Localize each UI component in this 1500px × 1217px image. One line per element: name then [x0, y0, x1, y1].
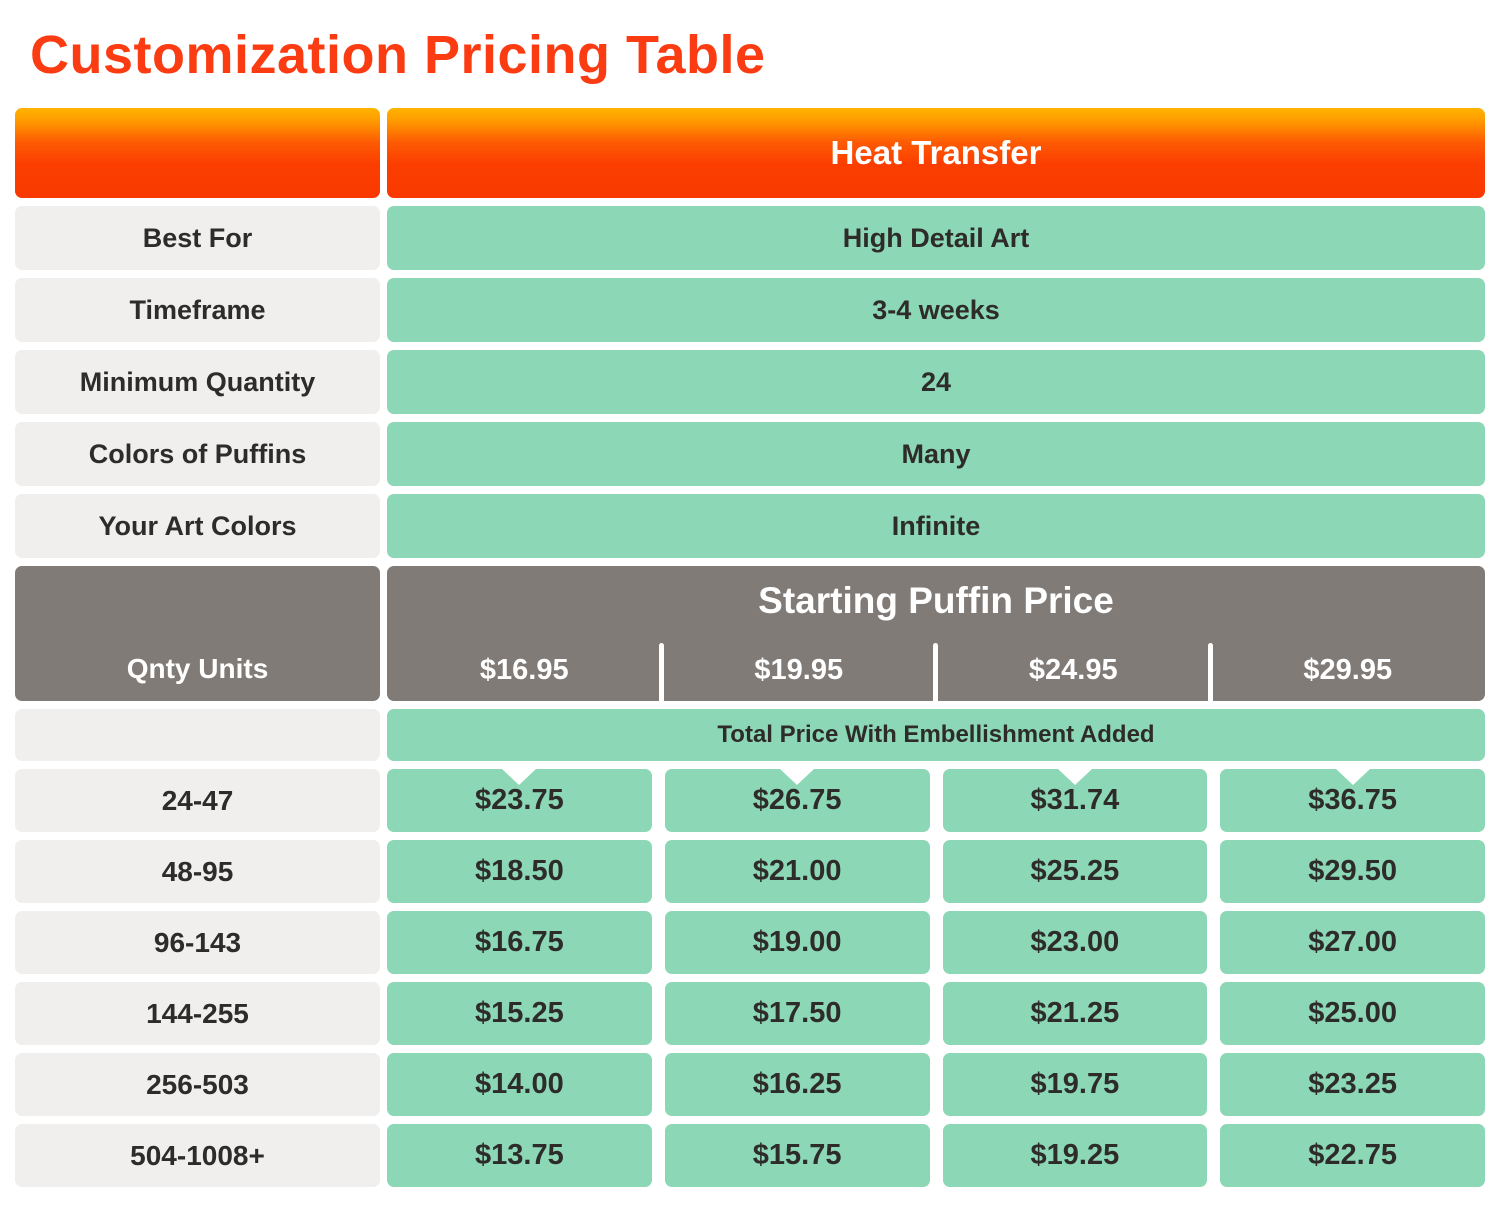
- spec-label: Minimum Quantity: [15, 350, 380, 414]
- spec-value: Many: [387, 422, 1485, 486]
- price-cells: $23.75 $26.75 $31.74 $36.75: [387, 769, 1485, 832]
- price-cell: $18.50: [387, 840, 652, 903]
- starting-price: $29.95: [1303, 654, 1393, 686]
- spec-row: Minimum Quantity 24: [15, 350, 1485, 414]
- price-cell: $31.74: [942, 769, 1208, 832]
- price-cell: $29.50: [1220, 840, 1485, 903]
- spec-label: Colors of Puffins: [15, 422, 380, 486]
- embellishment-subheader: Total Price With Embellishment Added: [387, 709, 1485, 761]
- starting-price-header-row: Qnty Units Starting Puffin Price $16.95 …: [15, 566, 1485, 701]
- price-cells: $15.25 $17.50 $21.25 $25.00: [387, 982, 1485, 1045]
- column-header-heat-transfer: Heat Transfer: [387, 108, 1485, 198]
- price-cell: $21.00: [664, 840, 930, 903]
- price-cell: $17.50: [664, 982, 930, 1045]
- column-separator: [1207, 643, 1213, 701]
- spec-row: Timeframe 3-4 weeks: [15, 278, 1485, 342]
- price-cell: $22.75: [1220, 1124, 1485, 1187]
- price-cell: $36.75: [1220, 769, 1485, 832]
- quantity-row: 504-1008+ $13.75 $15.75 $19.25 $22.75: [15, 1124, 1485, 1187]
- header-row: Heat Transfer: [15, 108, 1485, 198]
- price-cell: $25.00: [1220, 982, 1485, 1045]
- price-cell: $23.75: [387, 769, 652, 832]
- price-cells: $18.50 $21.00 $25.25 $29.50: [387, 840, 1485, 903]
- starting-price: $19.95: [754, 654, 844, 686]
- quantity-range-cell: 504-1008+: [15, 1124, 380, 1187]
- price-cell: $23.00: [942, 911, 1208, 974]
- quantity-range-cell: 144-255: [15, 982, 380, 1045]
- quantity-row: 96-143 $16.75 $19.00 $23.00 $27.00: [15, 911, 1485, 974]
- spec-value: High Detail Art: [387, 206, 1485, 270]
- subheader-spacer-cell: [15, 709, 380, 761]
- spec-label: Timeframe: [15, 278, 380, 342]
- price-cell: $19.25: [942, 1124, 1208, 1187]
- price-cell: $23.25: [1220, 1053, 1485, 1116]
- column-separator: [658, 643, 664, 701]
- price-cell: $16.75: [387, 911, 652, 974]
- quantity-range-cell: 48-95: [15, 840, 380, 903]
- spec-value: 24: [387, 350, 1485, 414]
- price-cell: $27.00: [1220, 911, 1485, 974]
- price-cell: $13.75: [387, 1124, 652, 1187]
- spec-label: Your Art Colors: [15, 494, 380, 558]
- pricing-table: Heat Transfer Best For High Detail Art T…: [15, 108, 1485, 1187]
- spec-row: Your Art Colors Infinite: [15, 494, 1485, 558]
- price-cell: $19.00: [664, 911, 930, 974]
- quantity-row: 24-47 $23.75 $26.75 $31.74 $36.75: [15, 769, 1485, 832]
- price-cells: $13.75 $15.75 $19.25 $22.75: [387, 1124, 1485, 1187]
- price-cell: $25.25: [942, 840, 1208, 903]
- price-cell: $14.00: [387, 1053, 652, 1116]
- price-cells: $14.00 $16.25 $19.75 $23.25: [387, 1053, 1485, 1116]
- quantity-row: 48-95 $18.50 $21.00 $25.25 $29.50: [15, 840, 1485, 903]
- starting-price: $24.95: [1028, 654, 1118, 686]
- qnty-units-cell: Qnty Units: [15, 566, 380, 701]
- price-cell: $21.25: [942, 982, 1208, 1045]
- page-title: Customization Pricing Table: [30, 25, 766, 85]
- starting-price-values: $16.95 $19.95 $24.95 $29.95: [387, 654, 1485, 701]
- column-separator: [933, 643, 938, 701]
- embellishment-subheader-row: Total Price With Embellishment Added: [15, 709, 1485, 761]
- price-cell: $15.25: [387, 982, 652, 1045]
- price-cell: $19.75: [942, 1053, 1208, 1116]
- price-cell: $26.75: [664, 769, 930, 832]
- spec-label: Best For: [15, 206, 380, 270]
- quantity-range-cell: 24-47: [15, 769, 380, 832]
- spec-row: Colors of Puffins Many: [15, 422, 1485, 486]
- quantity-range-cell: 96-143: [15, 911, 380, 974]
- spec-value: Infinite: [387, 494, 1485, 558]
- price-cells: $16.75 $19.00 $23.00 $27.00: [387, 911, 1485, 974]
- starting-price: $16.95: [479, 654, 569, 686]
- quantity-row: 144-255 $15.25 $17.50 $21.25 $25.00: [15, 982, 1485, 1045]
- price-cell: $16.25: [664, 1053, 930, 1116]
- spec-row: Best For High Detail Art: [15, 206, 1485, 270]
- header-spacer-cell: [15, 108, 380, 198]
- quantity-range-cell: 256-503: [15, 1053, 380, 1116]
- price-cell: $15.75: [664, 1124, 930, 1187]
- spec-value: 3-4 weeks: [387, 278, 1485, 342]
- quantity-row: 256-503 $14.00 $16.25 $19.75 $23.25: [15, 1053, 1485, 1116]
- starting-puffin-price-title: Starting Puffin Price: [758, 580, 1114, 621]
- starting-puffin-price-block: Starting Puffin Price $16.95 $19.95 $24.…: [387, 566, 1485, 701]
